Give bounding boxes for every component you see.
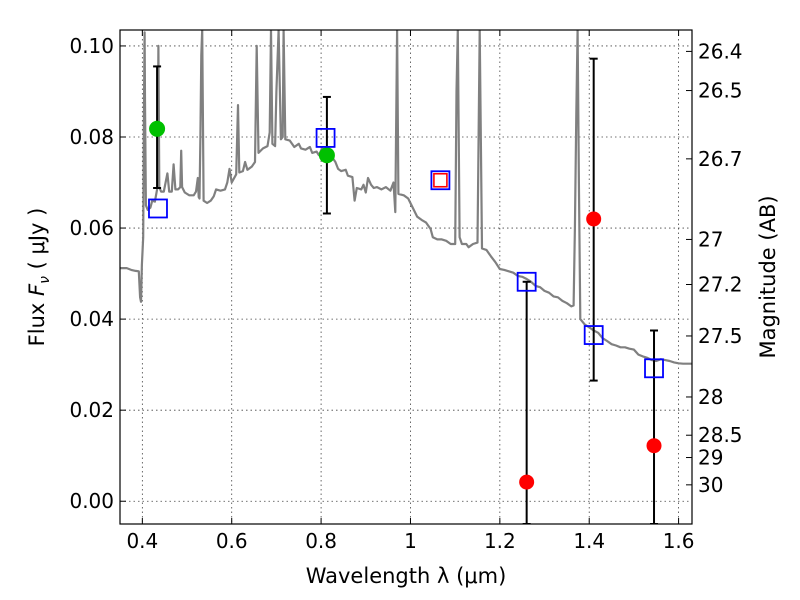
magnitude-tick-label: 27: [698, 227, 723, 251]
model-photometry-box: [148, 198, 168, 219]
y-axis-ticks: 0.00 0.02 0.04 0.06 0.08 0.10: [69, 34, 126, 513]
model-photometry-box: [644, 358, 664, 379]
x-tick-label: 0.8: [305, 529, 337, 553]
y-tick-label: 0.10: [69, 34, 114, 58]
x-axis-ticks: 0.4 0.6 0.8 1 1.2 1.4 1.6: [126, 30, 695, 553]
plot-frame: [119, 29, 693, 525]
red-point: [646, 438, 662, 454]
magnitude-tick-label: 28: [698, 385, 723, 409]
model-sed-curve: [120, 30, 692, 365]
red-point: [586, 211, 602, 227]
magnitude-tick-label: 26.4: [698, 39, 743, 63]
error-bar: [650, 329, 659, 524]
y-tick-label: 0.02: [69, 398, 114, 422]
y-axis-label: Flux Fν ( μJy ): [25, 208, 53, 347]
x-tick-label: 1.2: [484, 529, 516, 553]
model-photometry-box: [430, 170, 451, 191]
model-photometry-box: [583, 325, 604, 345]
grid-lines: [120, 30, 692, 524]
magnitude-tick-label: 27.2: [698, 273, 743, 297]
green-point: [149, 120, 166, 137]
model-photometry-box: [516, 271, 537, 292]
y-tick-label: 0.08: [69, 125, 114, 149]
y-tick-label: 0.00: [69, 489, 114, 513]
x-axis-label: Wavelength λ (μm): [306, 564, 507, 588]
y-tick-label: 0.04: [69, 307, 114, 331]
magnitude-tick-label: 27.5: [698, 324, 743, 348]
red-point: [519, 474, 535, 490]
magnitude-tick-label: 29: [698, 446, 723, 470]
x-tick-label: 0.6: [216, 529, 248, 553]
y-tick-label: 0.06: [69, 216, 114, 240]
green-point: [318, 147, 335, 164]
magnitude-tick-label: 30: [698, 473, 723, 497]
magnitude-axis-label: Magnitude (AB): [756, 195, 780, 358]
x-tick-label: 1.6: [663, 529, 695, 553]
x-tick-label: 1.4: [573, 529, 605, 553]
x-tick-label: 1: [404, 529, 417, 553]
magnitude-tick-label: 26.5: [698, 79, 743, 103]
x-tick-label: 0.4: [126, 529, 158, 553]
magnitude-tick-label: 26.7: [698, 147, 743, 171]
magnitude-tick-label: 28.5: [698, 423, 743, 447]
model-box-inner: [433, 172, 448, 188]
plot-background: [120, 30, 692, 524]
model-photometry-box: [315, 128, 336, 148]
data-markers: [148, 120, 664, 490]
magnitude-axis-ticks: 26.4 26.5 26.7 27 27.2 27.5 28 28.529 30: [686, 39, 743, 497]
